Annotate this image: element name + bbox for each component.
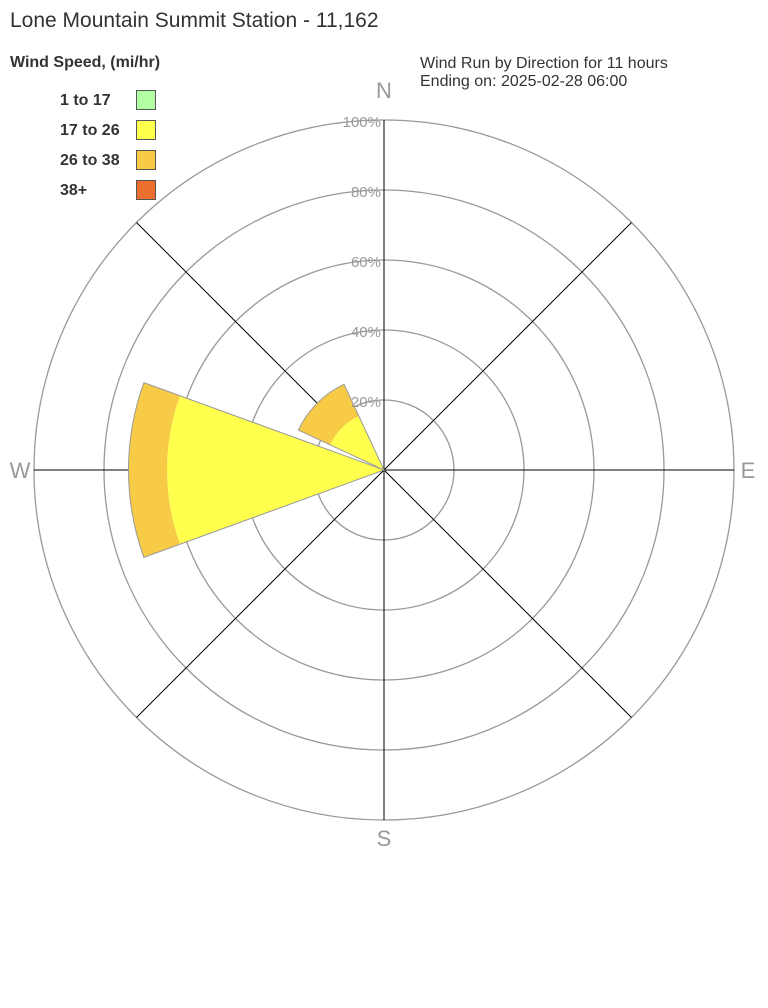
petal-W-bin-2 <box>128 382 181 558</box>
radial-tick-label: 60% <box>351 254 381 271</box>
legend-swatch <box>136 180 156 200</box>
legend-label: 1 to 17 <box>60 92 111 109</box>
radial-tick-label: 20% <box>351 394 381 411</box>
legend-title: Wind Speed, (mi/hr) <box>10 54 161 71</box>
legend-label: 17 to 26 <box>60 122 120 139</box>
petal-NW-bin-1 <box>330 416 384 470</box>
compass-label-W: W <box>10 458 31 483</box>
compass-label-E: E <box>741 458 756 483</box>
subtitle-line-2: Ending on: 2025-02-28 06:00 <box>420 73 628 90</box>
petal-NW-bin-2 <box>298 384 359 445</box>
legend-swatch <box>136 120 156 140</box>
legend-swatch <box>136 150 156 170</box>
petal-W-bin-1 <box>167 395 384 545</box>
chart-title: Lone Mountain Summit Station - 11,162 <box>10 9 379 32</box>
legend-label: 38+ <box>60 182 88 199</box>
compass-label-S: S <box>377 826 392 851</box>
radial-tick-label: 100% <box>343 114 381 131</box>
legend-swatch <box>136 90 156 110</box>
petal-outline-NW <box>297 383 386 472</box>
legend-label: 26 to 38 <box>60 152 120 169</box>
compass-label-N: N <box>376 78 392 103</box>
petal-outline-W <box>128 381 386 559</box>
chart-subtitle: Wind Run by Direction for 11 hours Endin… <box>420 55 668 91</box>
radial-tick-label: 40% <box>351 324 381 341</box>
subtitle-line-1: Wind Run by Direction for 11 hours <box>420 55 668 72</box>
radial-tick-label: 80% <box>351 184 381 201</box>
